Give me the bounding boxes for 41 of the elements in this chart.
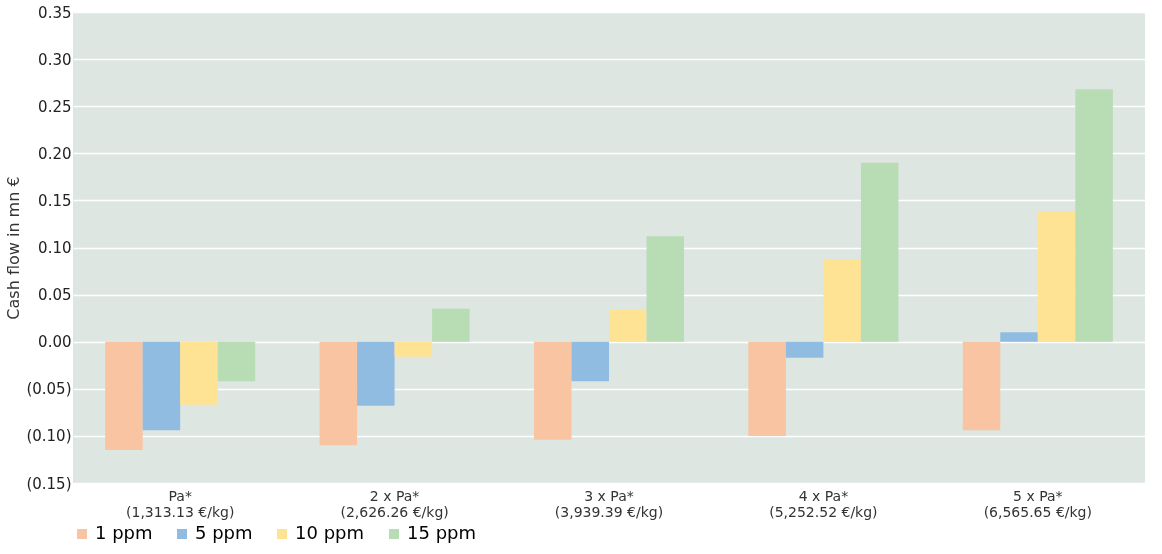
legend-label: 1 ppm <box>95 522 153 543</box>
y-tick-label: 0.20 <box>38 144 72 163</box>
x-tick-label: 3 x Pa* (3,939.39 €/kg) <box>554 487 664 520</box>
legend-label: 5 ppm <box>195 522 253 543</box>
legend-label: 15 ppm <box>407 522 477 543</box>
bar <box>962 341 1001 431</box>
y-tick-label: (0.05) <box>26 380 72 399</box>
x-tick-label: 4 x Pa* (5,252.52 €/kg) <box>769 487 878 520</box>
legend-label: 10 ppm <box>295 522 365 543</box>
bar <box>1037 211 1076 342</box>
y-tick-label: 0.10 <box>38 239 72 257</box>
bar <box>860 162 899 342</box>
y-tick-label: 0.25 <box>38 97 72 116</box>
bar <box>217 341 256 382</box>
y-tick-label: 0.00 <box>38 333 72 352</box>
y-tick-label: 0.30 <box>38 50 72 69</box>
y-axis-title: Cash flow in mn € <box>4 176 24 320</box>
bar <box>105 341 143 451</box>
y-tick-label: 0.35 <box>38 3 72 22</box>
bar <box>357 341 395 406</box>
x-tick-label: Pa* (1,313.13 €/kg) <box>126 487 235 520</box>
y-tick-label: (0.10) <box>26 427 72 446</box>
bar <box>609 309 647 342</box>
x-tick-label: 2 x Pa* (2,626.26 €/kg) <box>340 487 449 520</box>
y-tick-label: (0.15) <box>26 474 72 493</box>
bar <box>785 341 824 358</box>
bar <box>1075 89 1113 342</box>
y-tick-label: 0.15 <box>38 191 72 210</box>
bar <box>1000 332 1038 342</box>
bar <box>180 341 218 405</box>
bar <box>571 341 609 382</box>
bar <box>823 259 861 342</box>
bar <box>748 341 786 436</box>
bar <box>646 236 685 342</box>
bar <box>432 308 470 342</box>
x-tick-label: 5 x Pa* (6,565.65 €/kg) <box>983 487 1092 520</box>
bar <box>142 341 181 431</box>
bar <box>319 341 358 446</box>
y-tick-label: 0.05 <box>38 286 72 305</box>
bar <box>394 341 433 357</box>
bar <box>533 341 572 440</box>
